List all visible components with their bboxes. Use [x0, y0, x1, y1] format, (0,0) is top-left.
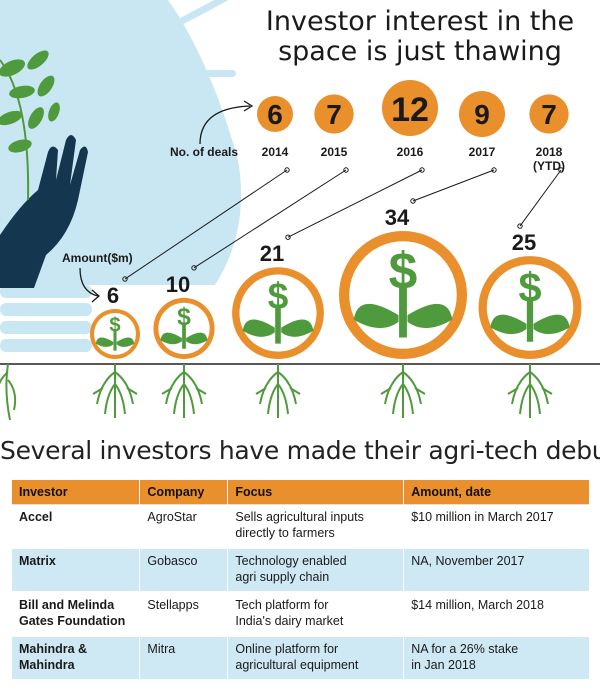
cell-focus: Online platform for agricultural equipme…	[227, 635, 405, 681]
arrow-icon	[79, 267, 99, 297]
deal-bubble	[459, 91, 505, 137]
leader-line	[412, 169, 495, 202]
deal-value-label: 12	[391, 91, 429, 129]
deal-bubble	[314, 94, 354, 134]
table-row: Accel AgroStar Sells agricultural inputs…	[12, 503, 590, 549]
cell-company: Mitra	[139, 635, 229, 681]
money-plant-icon: $	[160, 304, 208, 349]
cell-focus: Technology enabled agri supply chain	[227, 547, 405, 593]
deal-bubble	[529, 94, 569, 134]
table-row: Bill and Melinda Gates Foundation Stella…	[12, 591, 590, 637]
leader-line	[124, 169, 288, 280]
deal-value-label: 9	[474, 99, 490, 130]
money-plant-icon: $	[353, 241, 453, 338]
money-plant-icon: $	[490, 265, 570, 342]
svg-text:$: $	[109, 314, 120, 336]
cell-company: Gobasco	[139, 547, 229, 593]
lightbulb-illustration	[0, 0, 242, 352]
money-plant-icon: $	[95, 314, 135, 351]
chart-title-line: Investor interest in the	[266, 6, 574, 37]
leader-dot	[558, 167, 564, 173]
header-focus: Focus	[227, 480, 405, 504]
leader-dot	[284, 167, 290, 173]
cell-amount-date: $14 million, March 2018	[403, 591, 590, 637]
leader-dot	[410, 198, 416, 204]
amount-value-label: 34	[385, 205, 410, 230]
amount-value-label: 10	[166, 272, 190, 297]
table-row: Mahindra & Mahindra Mitra Online platfor…	[12, 635, 590, 681]
svg-text:$: $	[518, 265, 541, 311]
chart-marks: 6 2014 7 2015 12 2016 9 2017 7 2018(YTD) No. of de…	[62, 80, 582, 418]
leader-line	[519, 169, 562, 227]
leader-line	[287, 169, 423, 238]
amount-value-label: 6	[107, 283, 119, 308]
roots-icon	[380, 364, 426, 418]
leader-dot	[191, 265, 197, 271]
roots-icon	[92, 364, 138, 418]
cell-investor: Accel	[12, 503, 141, 549]
year-label: 2014	[262, 145, 289, 159]
cell-amount-date: $10 million in March 2017	[403, 503, 590, 549]
roots-icon	[255, 364, 301, 418]
year-label: 2015	[321, 145, 348, 159]
cell-focus: Sells agricultural inputs directly to fa…	[227, 503, 405, 549]
cell-amount-date: NA for a 26% stake in Jan 2018	[403, 635, 590, 681]
year-label: 2016	[397, 145, 424, 159]
leader-dot	[122, 276, 128, 282]
arrow-icon	[199, 105, 251, 145]
header-investor: Investor	[12, 480, 141, 504]
amount-axis-label: Amount($m)	[62, 251, 133, 265]
svg-text:$: $	[177, 304, 191, 331]
leader-dot	[491, 167, 497, 173]
deal-value-label: 7	[541, 99, 557, 130]
leader-line	[193, 169, 347, 269]
leader-dot	[419, 167, 425, 173]
svg-text:$: $	[268, 275, 289, 316]
cell-investor: Mahindra & Mahindra	[12, 635, 141, 681]
deal-bubble	[382, 80, 438, 136]
year-label: (YTD)	[533, 159, 565, 173]
deal-value-label: 7	[326, 99, 342, 130]
arrowhead-icon	[243, 100, 254, 112]
cell-investor: Matrix	[12, 547, 141, 593]
year-label: 2018	[536, 145, 563, 159]
investor-table: Investor Company Focus Amount, date Acce…	[12, 480, 590, 681]
money-plant-icon: $	[242, 275, 314, 344]
cell-amount-date: NA, November 2017	[403, 547, 590, 593]
header-company: Company	[139, 480, 229, 504]
amount-value-label: 25	[512, 230, 536, 255]
roots-icon	[161, 364, 207, 418]
cell-investor: Bill and Melinda Gates Foundation	[12, 591, 141, 637]
leader-dot	[285, 234, 291, 240]
deal-bubble	[257, 96, 293, 132]
arrowhead-icon	[91, 289, 100, 303]
roots-icon	[0, 363, 17, 421]
table-title: Several investors have made their agri-t…	[0, 436, 600, 465]
cell-company: Stellapps	[139, 591, 229, 637]
hand-plant-icon	[0, 50, 88, 288]
roots-icon	[507, 364, 553, 418]
table-header-row: Investor Company Focus Amount, date	[12, 480, 590, 504]
deals-axis-label: No. of deals	[170, 145, 238, 159]
leader-dot	[517, 223, 523, 229]
chart-title-line: space is just thawing	[278, 36, 562, 67]
amount-value-label: 21	[260, 241, 284, 266]
cell-company: AgroStar	[139, 503, 229, 549]
year-label: 2017	[469, 145, 496, 159]
deal-value-label: 6	[267, 99, 283, 130]
leader-dot	[343, 167, 349, 173]
svg-text:$: $	[389, 241, 418, 299]
cell-focus: Tech platform for India's dairy market	[227, 591, 405, 637]
header-amount-date: Amount, date	[403, 480, 590, 504]
table-row: Matrix Gobasco Technology enabled agri s…	[12, 547, 590, 593]
